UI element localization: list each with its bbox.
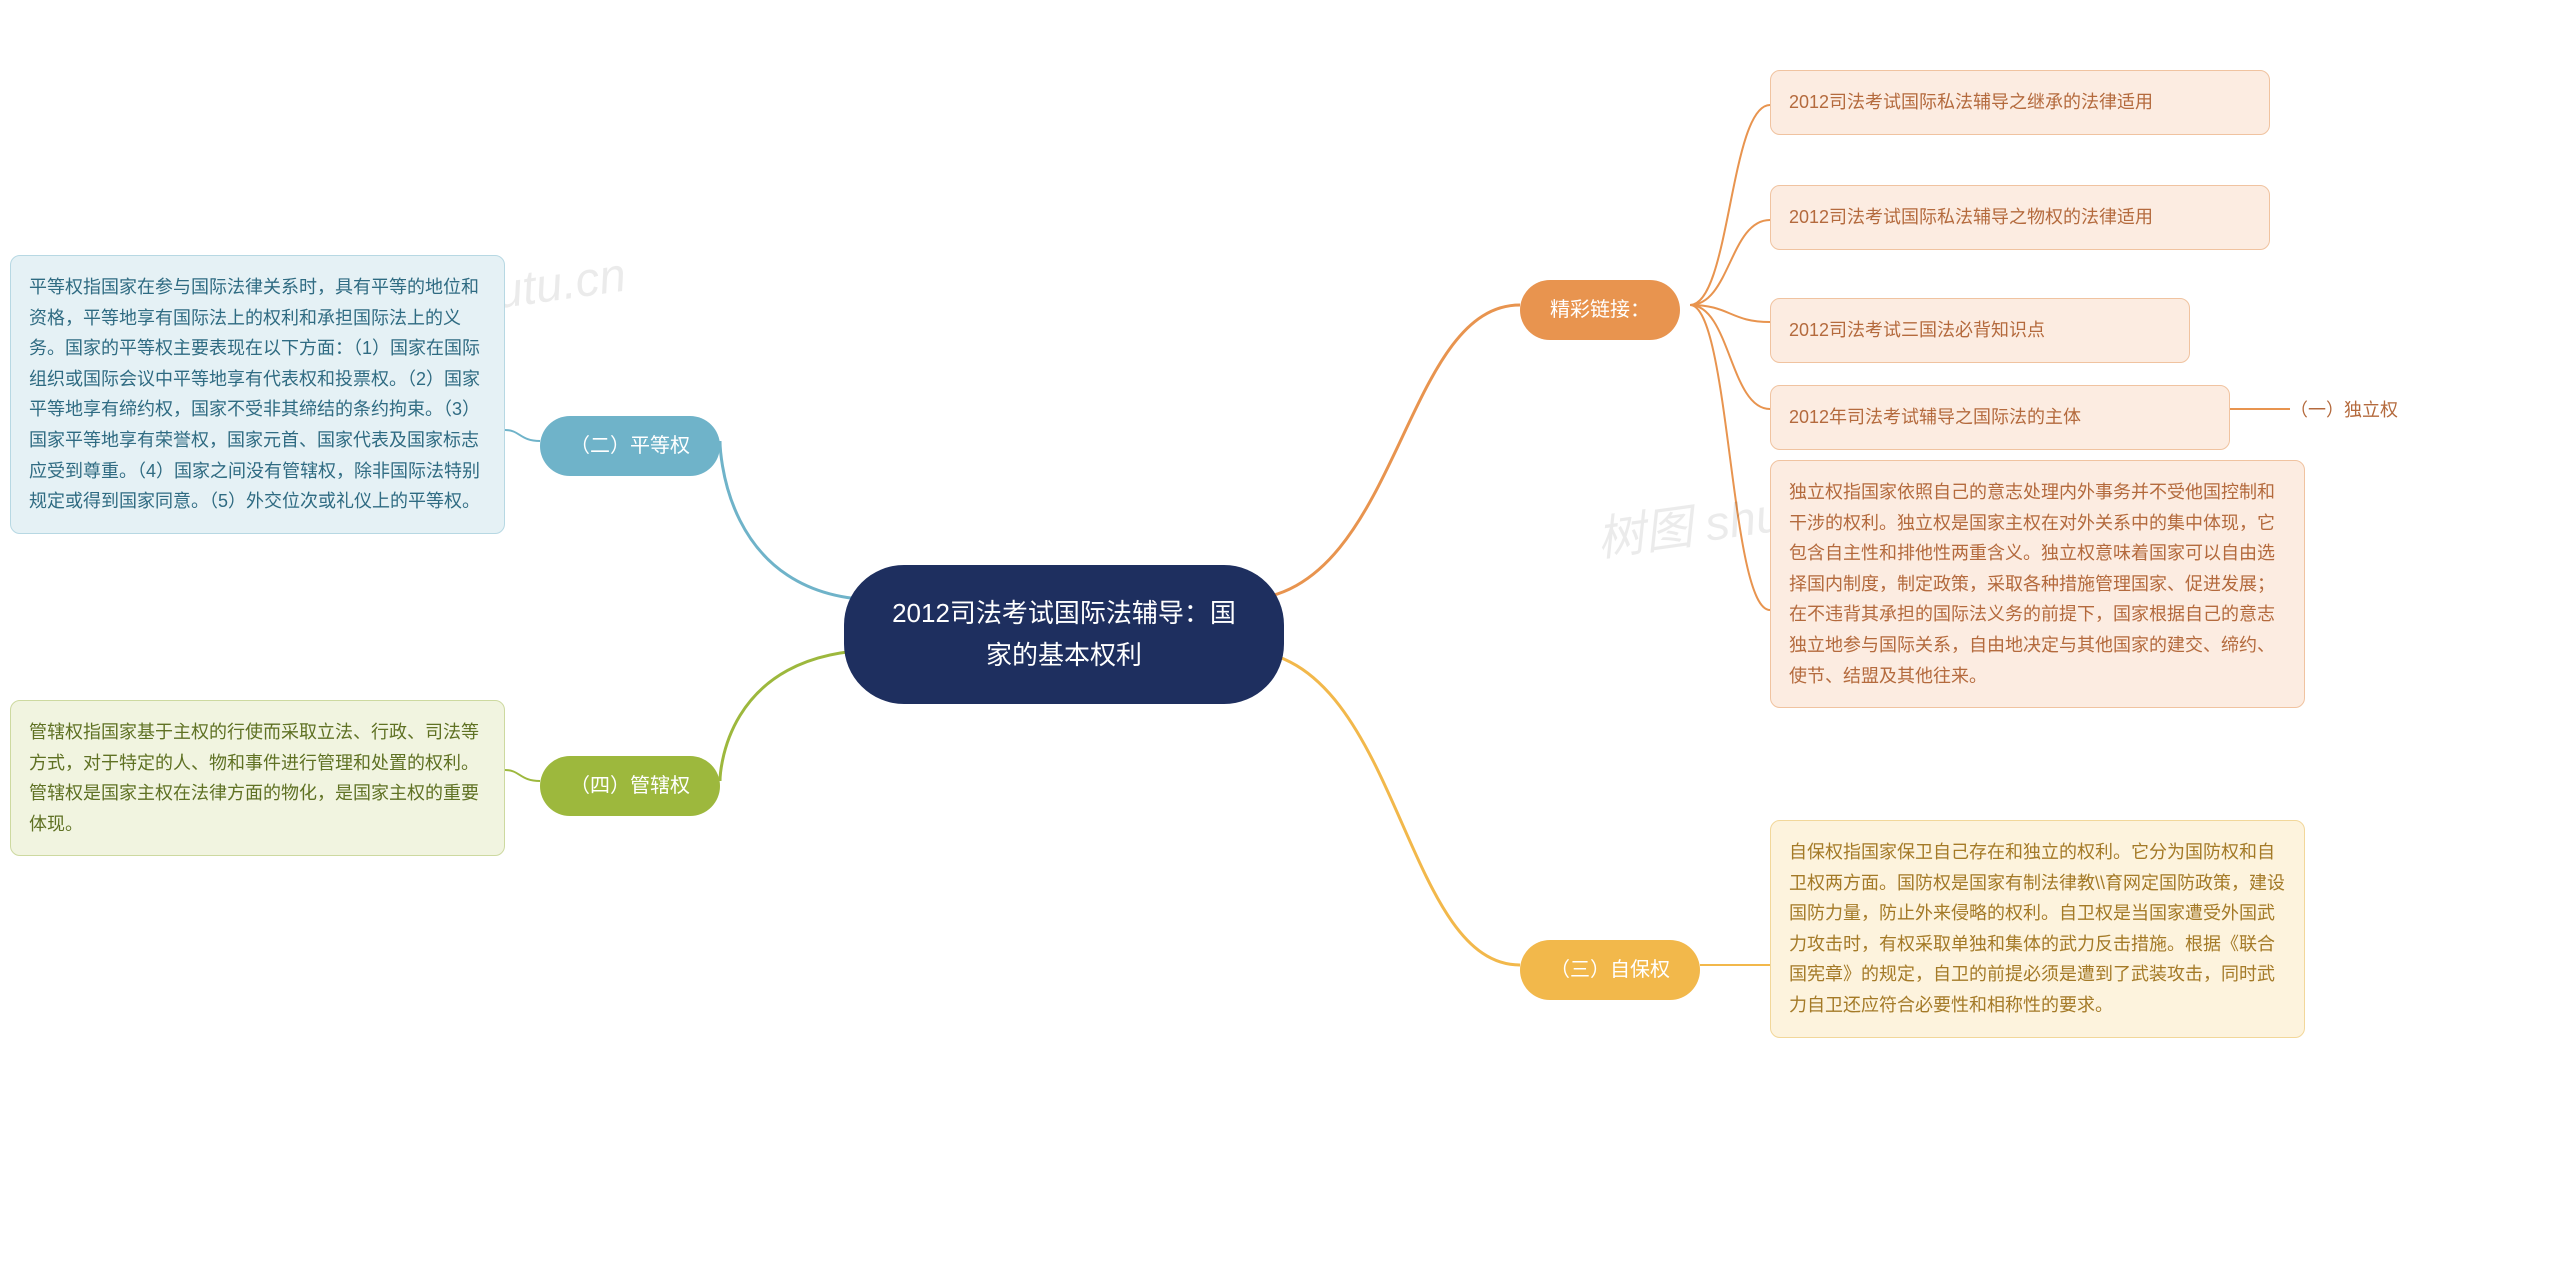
- leaf-selfpreserve-desc: 自保权指国家保卫自己存在和独立的权利。它分为国防权和自卫权两方面。国防权是国家有…: [1770, 820, 2305, 1038]
- leaf-link-property: 2012司法考试国际私法辅导之物权的法律适用: [1770, 185, 2270, 250]
- branch-links: 精彩链接：: [1520, 280, 1680, 340]
- leaf-jurisdiction-desc: 管辖权指国家基于主权的行使而采取立法、行政、司法等方式，对于特定的人、物和事件进…: [10, 700, 505, 856]
- branch-jurisdiction: （四）管辖权: [540, 756, 720, 816]
- leaf-independence-desc: 独立权指国家依照自己的意志处理内外事务并不受他国控制和干涉的权利。独立权是国家主…: [1770, 460, 2305, 708]
- branch-selfpreserve: （三）自保权: [1520, 940, 1700, 1000]
- center-node: 2012司法考试国际法辅导：国家的基本权利: [844, 565, 1284, 704]
- branch-equality: （二）平等权: [540, 416, 720, 476]
- leaf-link-inheritance: 2012司法考试国际私法辅导之继承的法律适用: [1770, 70, 2270, 135]
- leaf-link-threelaws: 2012司法考试三国法必背知识点: [1770, 298, 2190, 363]
- leaf-link-subject: 2012年司法考试辅导之国际法的主体: [1770, 385, 2230, 450]
- leaf-equality-desc: 平等权指国家在参与国际法律关系时，具有平等的地位和资格，平等地享有国际法上的权利…: [10, 255, 505, 534]
- leaf-independence-right: （一）独立权: [2290, 390, 2398, 431]
